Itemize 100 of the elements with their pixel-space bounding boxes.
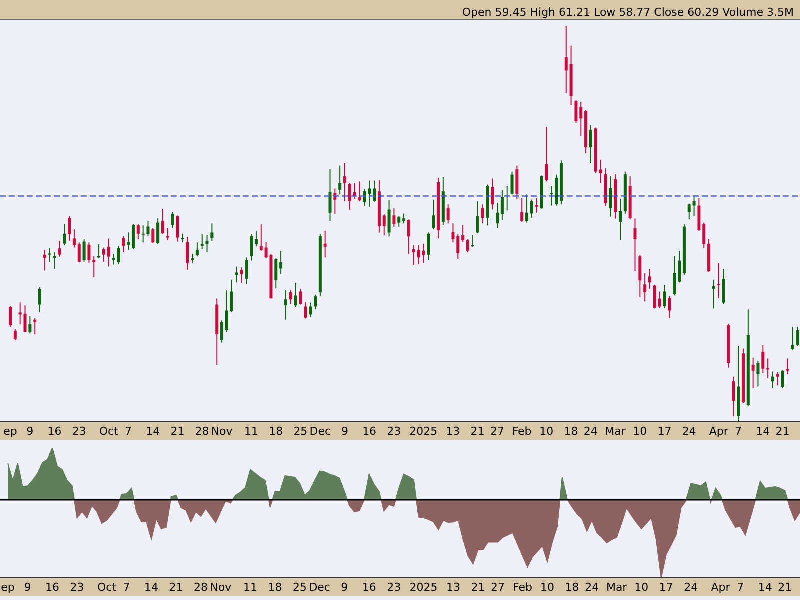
x-tick-label: 24 [682,424,696,438]
x-tick-label: 21 [778,580,792,594]
candlestick [240,267,244,284]
candlestick [732,376,736,417]
candlestick [260,224,263,252]
candlestick [98,244,101,259]
candlestick [564,26,568,94]
candlestick [122,236,126,254]
candlestick [526,194,529,224]
x-tick-label: 18 [269,424,284,438]
x-tick-label: 13 [446,424,460,438]
candlestick [235,266,238,284]
candlestick [398,216,401,228]
candlestick [653,284,656,310]
x-tick-label: Nov [210,580,232,594]
x-tick-label: 14 [756,424,770,438]
x-tick-label: 23 [387,424,402,438]
candlestick [446,204,450,224]
x-tick-label: 25 [294,424,308,438]
candlestick [304,302,308,320]
candlestick [452,223,455,244]
candlestick [466,238,470,254]
x-tick-label: 16 [362,580,376,594]
candlestick [756,360,760,388]
candlestick [368,180,372,208]
candlestick [132,224,135,250]
x-tick-label: Nov [211,424,234,438]
x-tick-label: 21 [169,580,184,594]
candlestick [210,223,214,242]
x-tick-label: 11 [244,424,259,438]
candlestick [43,250,46,272]
candlestick [68,216,72,242]
x-tick-label: 27 [491,580,506,594]
x-tick-label: Apr [711,580,731,594]
candlestick [176,215,180,242]
candlestick [127,232,130,251]
x-tick-label: Mar [606,580,628,594]
candlestick [250,234,254,262]
candlestick [609,176,612,218]
x-tick-label: 7 [125,424,132,438]
x-tick-label: 16 [46,580,60,594]
candlestick [107,238,110,268]
candlestick [717,262,720,299]
x-tick-label: 7 [123,580,130,594]
x-tick-label: Feb [513,580,533,594]
x-tick-label: 18 [564,424,578,438]
x-tick-label: 10 [634,580,649,594]
x-tick-label: Dec [310,424,332,438]
candlestick [9,306,12,328]
x-tick-label: 23 [72,424,86,438]
candlestick [206,234,209,253]
candlestick [481,204,484,224]
candlestick [510,171,514,196]
candlestick [294,282,298,308]
candlestick [574,100,578,124]
candlestick [392,208,396,228]
candlestick [14,328,17,341]
candlestick [658,291,662,309]
x-tick-label: 9 [341,580,348,594]
candlestick [274,258,278,290]
x-tick-label: 21 [776,424,790,438]
candlestick [152,227,155,244]
candlestick [102,247,106,263]
candlestick [88,242,91,264]
candlestick [668,296,672,319]
x-tick-label: 18 [565,580,580,594]
candlestick [284,290,288,320]
candlestick [648,268,652,290]
candlestick [191,254,194,264]
candlestick [245,257,248,285]
candlestick [412,244,416,266]
x-tick-label: 10 [540,424,554,438]
x-tick-label: 24 [585,580,600,594]
candlestick [791,326,794,351]
candlestick [358,181,362,202]
candlestick [254,230,258,248]
candlestick [53,252,56,270]
x-tick-label: 28 [195,424,210,438]
candlestick [491,178,494,210]
x-tick-label: 17 [659,580,674,594]
candlestick [402,213,406,224]
candlestick [762,344,765,374]
candlestick [186,236,190,270]
candlestick [48,248,52,263]
candlestick [678,250,682,284]
x-tick-label: 16 [362,424,377,438]
x-tick-label: Apr [709,424,729,438]
candlestick [786,358,790,375]
x-tick-label: 21 [170,424,185,438]
candlestick [688,203,691,220]
x-tick-label: 9 [341,424,348,438]
candlestick [309,302,312,318]
candlestick [776,372,780,386]
candlestick [496,202,500,228]
candlestick [225,290,228,333]
candlestick [692,196,696,217]
x-tick-label: 21 [470,424,485,438]
candlestick [136,224,140,240]
x-tick-label: Oct [97,580,118,594]
candlestick [427,232,430,261]
